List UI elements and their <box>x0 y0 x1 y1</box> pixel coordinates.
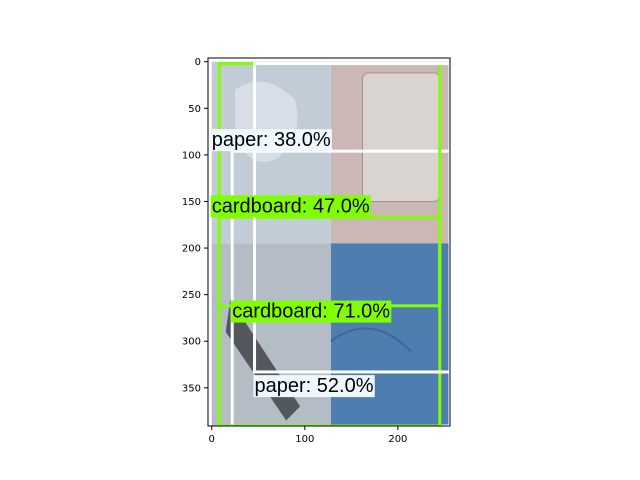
y-tick-label: 150 <box>182 197 201 208</box>
detection-labels: paper: 38.0% cardboard: 47.0% cardboard: 7… <box>210 129 392 398</box>
detection-label-2: cardboard: 47.0% <box>210 195 371 218</box>
label-text: paper: 52.0% <box>255 375 374 397</box>
detection-label-3: cardboard: 71.0% <box>231 300 392 323</box>
x-tick-label: 200 <box>388 434 407 445</box>
label-background <box>210 195 371 218</box>
detection-box-4 <box>253 62 450 374</box>
label-background <box>231 300 392 323</box>
y-tick-label: 100 <box>182 150 201 161</box>
y-tick-label: 0 <box>195 57 201 68</box>
y-tick-label: 300 <box>182 337 201 348</box>
axis-ticks: 0 100 200 0 50 100 150 200 250 300 350 <box>182 57 408 445</box>
x-tick-label: 100 <box>295 434 314 445</box>
label-text: paper: 38.0% <box>212 129 331 151</box>
container-shape <box>362 72 441 202</box>
label-background <box>253 375 375 398</box>
cardboard-fold <box>330 327 412 352</box>
detection-label-4: paper: 52.0% <box>253 375 375 398</box>
detection-label-1: paper: 38.0% <box>210 129 332 152</box>
y-tick-label: 350 <box>182 383 201 394</box>
label-text: cardboard: 71.0% <box>232 301 390 323</box>
detection-box-1 <box>230 149 450 426</box>
axes-frame <box>207 57 451 427</box>
label-text: cardboard: 47.0% <box>212 195 370 217</box>
x-tick-label: 0 <box>209 434 215 445</box>
y-tick-label: 50 <box>188 104 201 115</box>
y-tick-label: 200 <box>182 244 201 255</box>
y-tick-label: 250 <box>182 290 201 301</box>
label-background <box>210 129 332 152</box>
